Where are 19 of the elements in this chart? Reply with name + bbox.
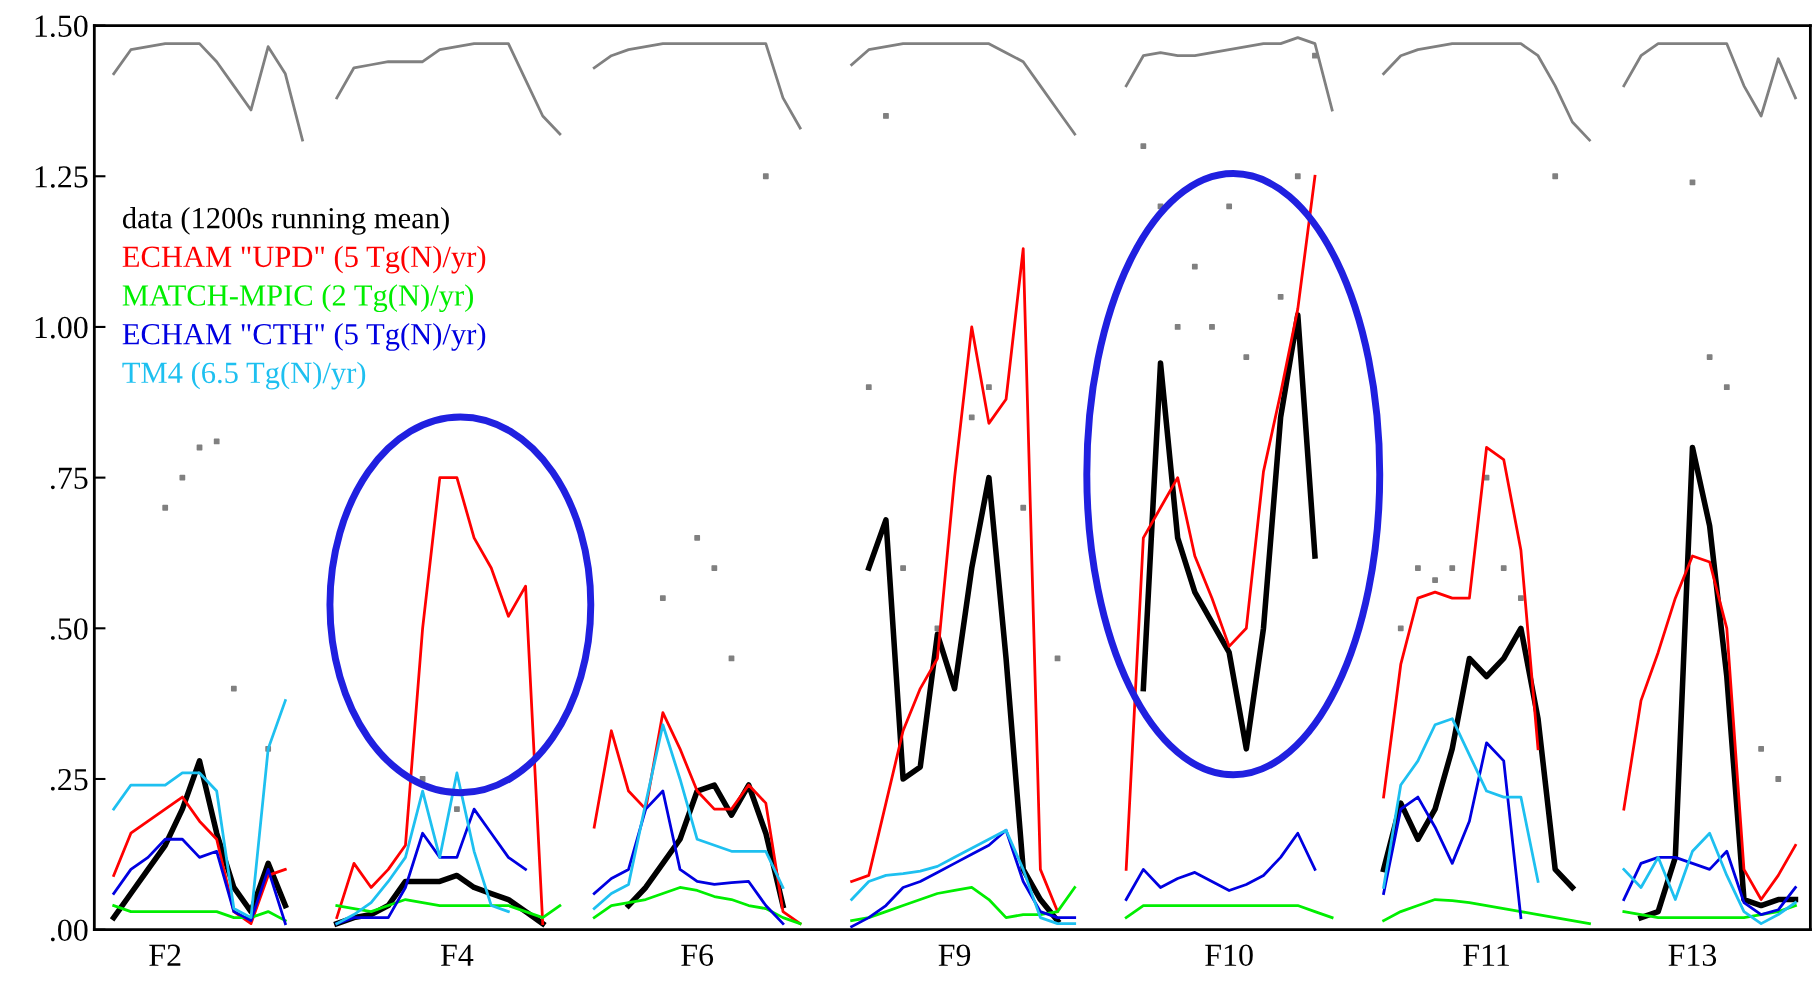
text: TM4 (6.5 Tg(N)/yr)	[122, 361, 366, 390]
x-tick-label: F10	[1205, 944, 1253, 967]
x-tick-label: F9	[938, 944, 971, 967]
y-tick-label: 1.50	[35, 15, 88, 38]
text: MATCH-MPIC (2 Tg(N)/yr)	[122, 284, 473, 313]
y-tick-label: .75	[50, 467, 88, 490]
y-tick-label: 1.00	[35, 316, 88, 339]
text: data (1200s running mean)	[122, 206, 449, 235]
y-tick-label: .25	[50, 768, 88, 791]
text: ECHAM "CTH" (5 Tg(N)/yr)	[122, 322, 486, 351]
y-tick-label: .50	[50, 618, 88, 640]
x-tick-label: F2	[149, 944, 181, 966]
y-tick-label: 1.25	[35, 166, 88, 188]
x-tick-label: F4	[440, 944, 474, 966]
x-tick-label: F13	[1668, 944, 1717, 967]
x-tick-label: F6	[681, 944, 714, 967]
x-tick-label: F11	[1463, 944, 1509, 966]
y-tick-label: .00	[50, 919, 88, 942]
text: ECHAM "UPD" (5 Tg(N)/yr)	[122, 245, 486, 274]
